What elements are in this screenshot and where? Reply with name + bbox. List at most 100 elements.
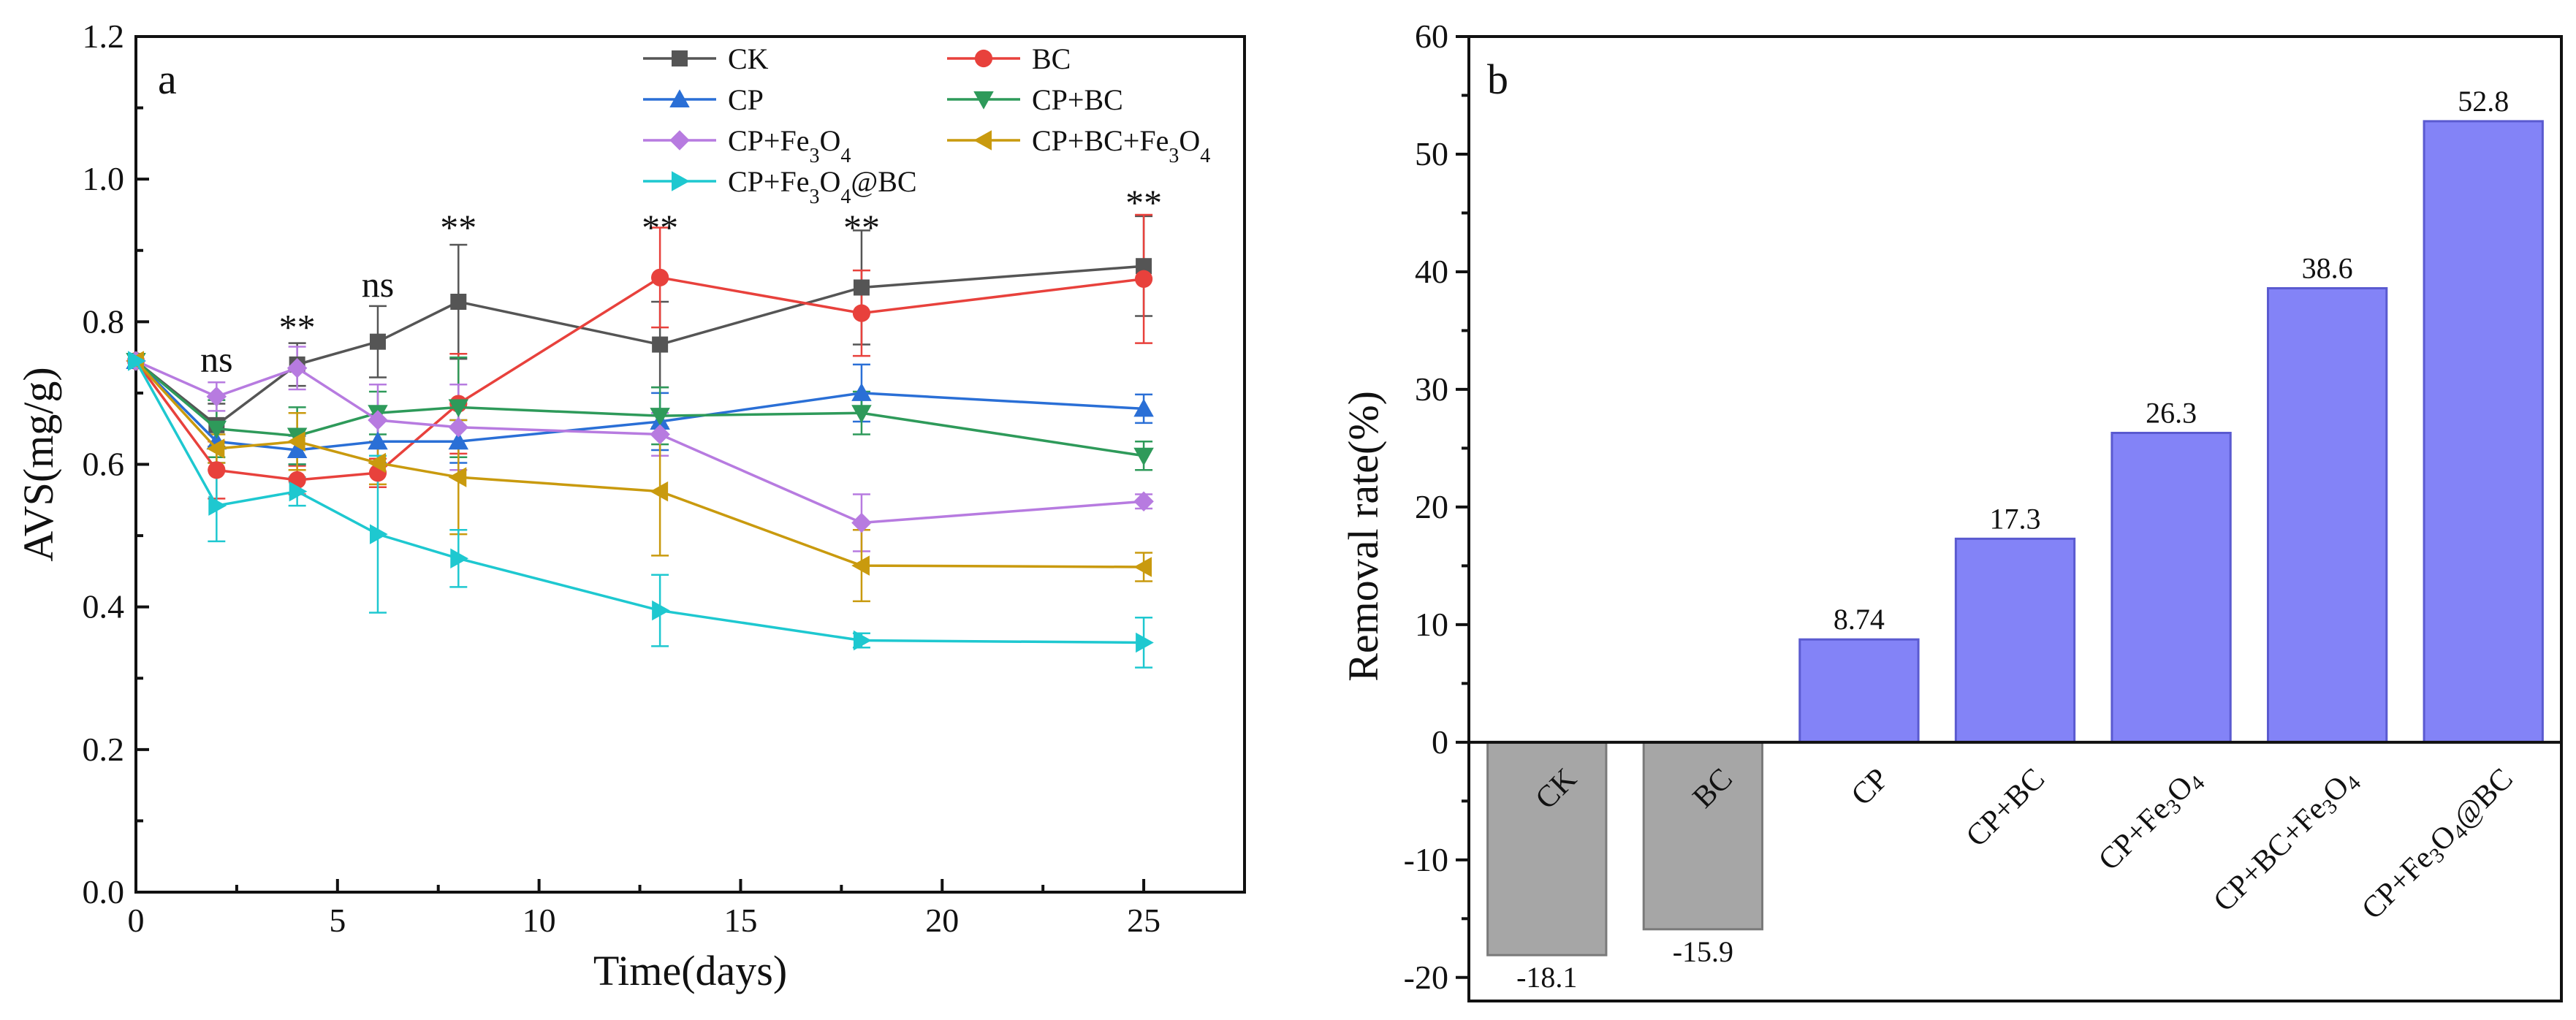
data-point [1136,258,1152,275]
bar-CP [1798,638,1920,744]
bar-CP+BC [1954,537,2076,744]
data-point [650,424,670,445]
data-point [450,548,469,569]
bar-CK [1486,741,1608,956]
data-point [651,268,669,286]
data-point [1133,398,1154,417]
x-tick-label: 15 [723,902,757,939]
data-point [852,304,871,322]
legend-marker [974,49,993,68]
data-point [1136,632,1154,653]
series-CP+Fe3O4 [126,351,1154,533]
y-tick-label: 0.2 [83,731,125,768]
legend-item-CP+BC: CP+BC [947,83,1123,116]
bar-value-label: 8.74 [1834,603,1885,636]
series-CP+BC+Fe3O4 [126,351,1152,577]
data-point [851,512,872,533]
data-point [368,452,386,473]
legend-label: CP+Fe3O4 [728,124,851,167]
y-tick-label: 10 [1415,606,1448,643]
data-point [368,410,388,430]
bar-value-label: -18.1 [1516,961,1577,994]
series-line [134,360,1144,644]
x-tick-label: 25 [1127,902,1160,939]
data-point [450,294,467,311]
data-point [369,524,388,544]
legend-item-BC: BC [947,42,1071,75]
x-tick-label: 10 [523,902,556,939]
panel-a-line-chart: 0.0 0.2 0.4 0.6 0.8 1.0 1.2 0 5 10 15 20 25 Time(days… [15,18,1246,994]
y-tick-label: 40 [1415,253,1448,290]
legend-label: CK [728,42,769,75]
data-point [1133,491,1154,511]
data-point [853,630,872,651]
panel-label-a: a [158,56,177,103]
legend-label: CP+BC+Fe3O4 [1032,124,1210,167]
significance-label: ns [200,339,232,380]
y-tick-label: 0 [1432,723,1448,761]
series-line [134,359,1144,457]
x-tick-label: 20 [925,902,959,939]
data-point [853,279,870,296]
significance-label: ** [440,207,476,248]
bar-value-label: -15.9 [1673,935,1733,968]
data-point [206,420,227,439]
legend-marker [672,171,690,191]
data-point [286,440,308,458]
y-tick-label: 0.8 [83,302,125,340]
legend-label: CP+Fe3O4@BC [728,165,917,208]
data-point [208,461,226,479]
bar-CP+Fe3O4 [2110,431,2232,744]
category-label: CP [1845,762,1896,812]
legend-label: BC [1032,42,1071,75]
legend-item-CK: CK [643,42,769,75]
legend-label: CP+BC [1032,83,1123,116]
x-axis-title: Time(days) [593,947,787,994]
series-line [135,359,1144,525]
significance-label: ** [843,207,880,248]
significance-label: ns [362,264,394,305]
data-point [1133,557,1152,577]
y-tick-label: 20 [1415,488,1448,525]
category-label: CP+Fe3O4@BC [2355,762,2522,929]
y-axis-title: AVS(mg/g) [15,367,62,561]
significance-label: ** [279,307,316,348]
data-point [368,431,388,450]
error-bars-BC [127,213,1153,500]
y-tick-label: 0.0 [83,873,125,910]
series-line [134,264,1144,427]
y-axis-title: Removal rate(%) [1340,391,1387,682]
legend-marker [973,130,992,151]
data-point [650,408,670,426]
legend-marker [669,89,690,107]
legend: CK BC CP CP+BC CP+Fe3O4 CP+BC+Fe3O4 CP+Fe3O4@B… [643,42,1210,208]
x-tick-label: 0 [128,902,145,939]
plot-frame [1467,35,2563,1002]
data-point [206,438,225,459]
data-point [652,336,669,353]
legend-item-CP: CP [643,83,764,116]
y-tick-label: 1.2 [83,18,125,55]
error-bars-CP+BC [127,352,1153,471]
legend-item-CP+BC+Fe3O4: CP+BC+Fe3O4 [947,124,1210,167]
x-tick-label: 5 [329,902,346,939]
y-tick-label: 1.0 [83,160,125,197]
y-tick-label: 0.6 [83,446,125,483]
bar-CP+Fe3O4@BC [2423,120,2544,744]
bar-BC [1642,741,1764,931]
bar-CP+BC+Fe3O4 [2266,286,2388,744]
category-label: CP+BC [1960,762,2051,853]
data-point [851,383,872,401]
series-CP+Fe3O4@BC [128,351,1154,653]
data-point [851,555,870,576]
series-line [134,275,1144,482]
data-point [289,481,308,502]
data-point [286,431,305,452]
y-tick-label: 30 [1415,370,1448,408]
significance-label: ** [1125,182,1162,223]
data-point [1133,447,1154,466]
data-point [650,481,669,502]
y-tick-label: 0.4 [83,588,125,625]
data-point [448,431,469,450]
y-tick-label: -10 [1404,841,1448,878]
